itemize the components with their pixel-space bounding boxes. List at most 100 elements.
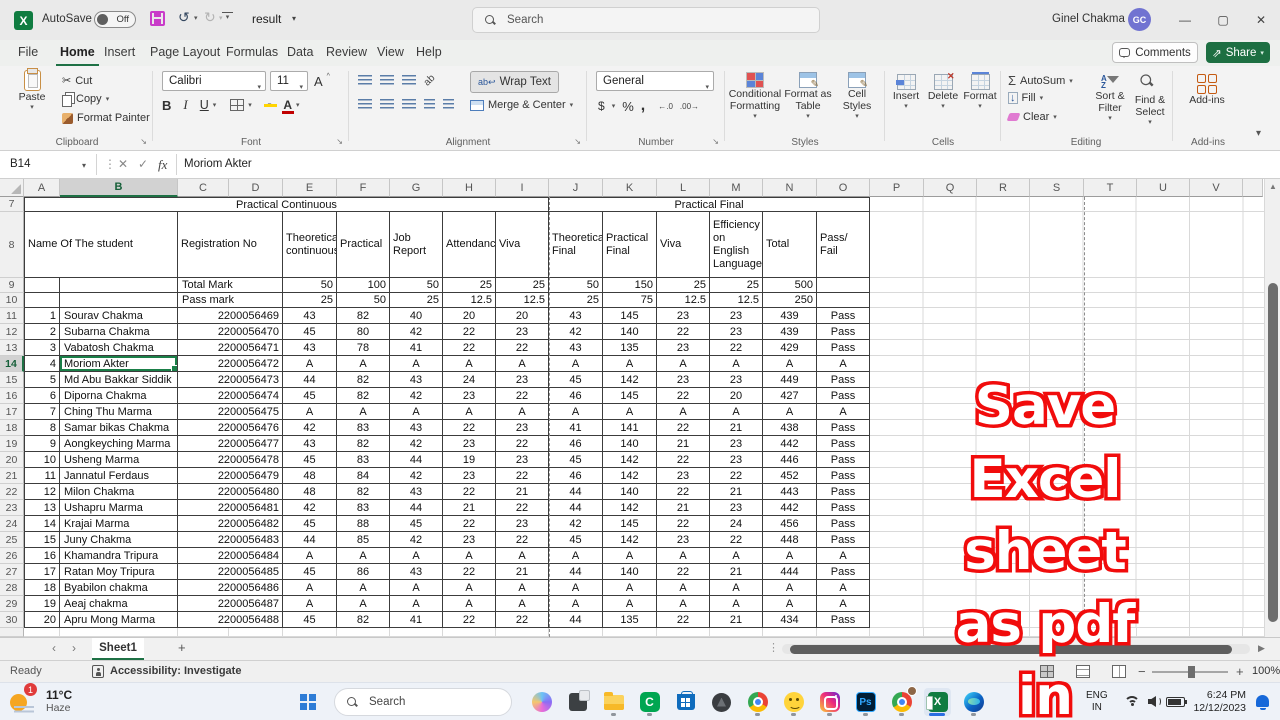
cell-mark[interactable]: 43 <box>549 340 603 356</box>
scroll-right-icon[interactable]: ▶ <box>1258 643 1265 653</box>
cell-mark[interactable]: 43 <box>390 420 443 436</box>
wrap-text-button[interactable]: ab↩ Wrap Text <box>470 71 559 93</box>
row-header-23[interactable]: 23 <box>0 500 24 516</box>
cell-mark[interactable]: 45 <box>549 372 603 388</box>
avatar[interactable]: GC <box>1128 8 1151 31</box>
cell-mark[interactable]: Pass <box>817 452 870 468</box>
row-header-29[interactable]: 29 <box>0 596 24 612</box>
cell-mark[interactable]: 21 <box>657 436 710 452</box>
tab-page-layout[interactable]: Page Layout <box>150 45 221 59</box>
cell-mark[interactable]: A <box>657 580 710 596</box>
empty-cells[interactable] <box>870 564 1264 580</box>
cell-serial[interactable]: 17 <box>24 564 60 580</box>
cell[interactable]: 150 <box>603 278 657 293</box>
cell-mark[interactable]: 43 <box>283 436 337 452</box>
dark-app-icon[interactable] <box>708 688 735 716</box>
cell-mark[interactable]: 84 <box>337 468 390 484</box>
cell-mark[interactable]: A <box>817 404 870 420</box>
excel-app-icon[interactable]: X <box>14 11 33 30</box>
cell-mark[interactable]: 23 <box>657 532 710 548</box>
cell-mark[interactable]: 43 <box>390 372 443 388</box>
confirm-entry-icon[interactable]: ✓ <box>138 157 149 171</box>
next-sheet-icon[interactable]: › <box>72 641 76 655</box>
cell-mark[interactable]: 45 <box>390 516 443 532</box>
cell[interactable] <box>443 628 496 637</box>
cell[interactable]: 50 <box>549 278 603 293</box>
microsoft-store-icon[interactable] <box>672 688 699 716</box>
cell-mark[interactable]: 46 <box>549 388 603 404</box>
workbook-title-chevron-icon[interactable]: ▾ <box>292 14 297 23</box>
cell-mark[interactable]: 82 <box>337 388 390 404</box>
cell-mark[interactable]: 43 <box>390 484 443 500</box>
cell-mark[interactable]: 439 <box>763 308 817 324</box>
empty-cells[interactable] <box>870 468 1264 484</box>
vertical-scrollbar[interactable]: ▲ <box>1264 179 1280 637</box>
cell-mark[interactable]: A <box>496 548 549 564</box>
cell-serial[interactable]: 14 <box>24 516 60 532</box>
cell-mark[interactable]: A <box>710 596 763 612</box>
font-launcher-icon[interactable]: ↘ <box>336 137 343 146</box>
cell-registration[interactable]: 2200056469 <box>178 308 283 324</box>
cell-mark[interactable]: A <box>603 580 657 596</box>
cell-mark[interactable]: 145 <box>603 516 657 532</box>
column-header-S[interactable]: S <box>1030 179 1084 197</box>
cell-mark[interactable]: 22 <box>657 388 710 404</box>
empty-cells[interactable] <box>870 356 1264 372</box>
cell-mark[interactable]: Pass <box>817 324 870 340</box>
cell-registration[interactable]: 2200056487 <box>178 596 283 612</box>
cell-header[interactable]: Efficiency on English Language <box>710 212 763 278</box>
cell-student-name[interactable]: Diporna Chakma <box>60 388 178 404</box>
cell-mark[interactable]: 23 <box>496 516 549 532</box>
cell-registration[interactable]: 2200056483 <box>178 532 283 548</box>
cell-mark[interactable]: 142 <box>603 452 657 468</box>
cell-mark[interactable]: Pass <box>817 308 870 324</box>
cell-mark[interactable]: 42 <box>390 468 443 484</box>
column-header-N[interactable]: N <box>763 179 817 197</box>
cancel-entry-icon[interactable]: ✕ <box>118 157 129 171</box>
cell-mark[interactable]: A <box>443 596 496 612</box>
cell-mark[interactable]: 45 <box>283 516 337 532</box>
cell-mark[interactable]: 443 <box>763 484 817 500</box>
cell-mark[interactable]: 21 <box>710 564 763 580</box>
cell-header[interactable]: Viva <box>496 212 549 278</box>
cell-mark[interactable]: 48 <box>283 484 337 500</box>
column-header-U[interactable]: U <box>1137 179 1190 197</box>
horizontal-scrollbar[interactable] <box>782 644 1250 654</box>
cell-mark[interactable]: 85 <box>337 532 390 548</box>
empty-cells[interactable] <box>870 212 1264 278</box>
empty-cells[interactable] <box>870 197 1264 212</box>
empty-cells[interactable] <box>1243 628 1264 637</box>
cell-mark[interactable]: 22 <box>496 500 549 516</box>
column-header-partial[interactable] <box>1243 179 1263 197</box>
cell-mark[interactable]: 41 <box>549 420 603 436</box>
cell-student-name[interactable]: Jannatul Ferdaus <box>60 468 178 484</box>
cell[interactable] <box>603 628 657 637</box>
cell-registration[interactable]: 2200056472 <box>178 356 283 372</box>
format-cells-button[interactable]: Format ▾ <box>962 72 998 110</box>
cell-mark[interactable]: Pass <box>817 500 870 516</box>
cell-mark[interactable]: A <box>337 404 390 420</box>
close-button[interactable]: ✕ <box>1255 13 1267 27</box>
cell-mark[interactable]: 45 <box>283 564 337 580</box>
cell-mark[interactable]: 427 <box>763 388 817 404</box>
cell[interactable] <box>710 628 763 637</box>
cell-mark[interactable]: 145 <box>603 308 657 324</box>
cell-mark[interactable]: 145 <box>603 388 657 404</box>
cell-header-name[interactable]: Name Of The student <box>24 212 178 278</box>
cell-header[interactable]: Pass/ Fail <box>817 212 870 278</box>
cell-header[interactable]: Theoretical Final <box>549 212 603 278</box>
cell[interactable] <box>24 628 60 637</box>
cell[interactable]: 100 <box>337 278 390 293</box>
tray-expand-icon[interactable]: ^ <box>1028 693 1035 705</box>
empty-cells[interactable] <box>870 278 1264 293</box>
paste-button[interactable]: Paste ▾ <box>10 68 54 111</box>
cell-mark[interactable]: A <box>443 580 496 596</box>
cell-mark[interactable]: 80 <box>337 324 390 340</box>
cell-mark[interactable]: 23 <box>496 420 549 436</box>
cell-mark[interactable]: 23 <box>710 308 763 324</box>
empty-cells[interactable] <box>870 293 1264 308</box>
cell-mark[interactable]: 45 <box>283 388 337 404</box>
cell-mark[interactable]: A <box>657 356 710 372</box>
cell-student-name[interactable]: Aeaj chakma <box>60 596 178 612</box>
cell-student-name[interactable]: Subarna Chakma <box>60 324 178 340</box>
